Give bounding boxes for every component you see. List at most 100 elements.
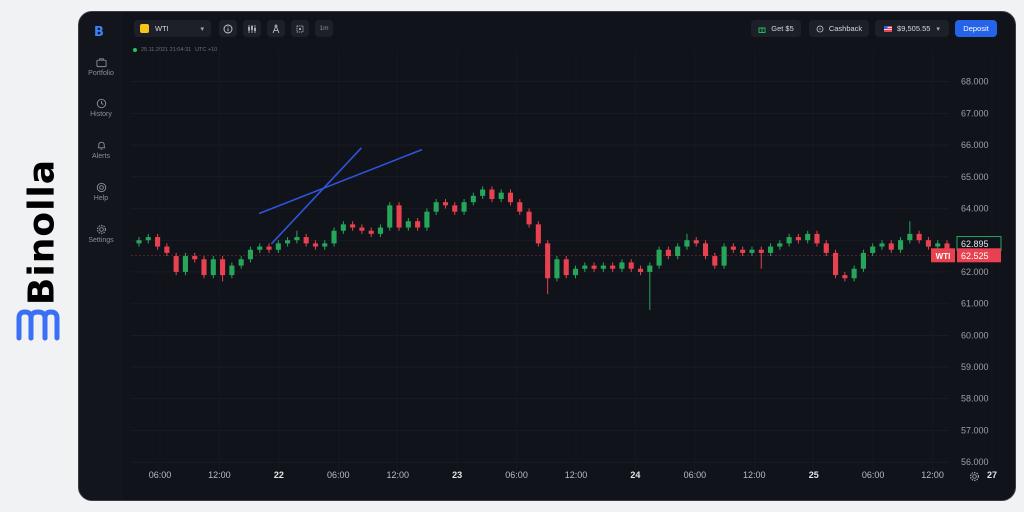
candle-body — [210, 259, 216, 276]
price-tick-label: 58.000 — [961, 394, 989, 404]
candle-body — [832, 252, 839, 276]
current-asset-label: WTI — [936, 252, 951, 261]
sidebar-item-label: Help — [93, 195, 109, 202]
deposit-button[interactable]: Deposit — [955, 20, 997, 37]
sidebar-item-alerts[interactable]: Alerts — [79, 140, 123, 160]
gift-icon — [758, 27, 766, 33]
candle-body — [442, 202, 449, 206]
candle-body — [814, 233, 820, 244]
candle-body — [879, 243, 885, 247]
clock-icon — [96, 98, 106, 109]
time-tick-label: 12:00 — [386, 470, 409, 480]
candle-body — [730, 246, 736, 250]
candle-body — [377, 227, 384, 234]
candle-body — [935, 243, 941, 247]
price-tick-label: 68.000 — [961, 77, 989, 87]
candle-body — [368, 230, 374, 234]
candle-body — [898, 240, 904, 250]
sidebar-item-help[interactable]: Help — [79, 182, 123, 202]
time-tick-label: 12:00 — [743, 470, 766, 480]
candle-body — [350, 224, 356, 228]
candle-body — [712, 256, 718, 266]
get-bonus-button[interactable]: Get $5 — [751, 20, 801, 37]
candle-body — [842, 275, 848, 279]
price-labels: 62.895 WTI 62.525 — [131, 236, 1002, 263]
sidebar-item-label: Alerts — [92, 153, 110, 160]
candle-body — [721, 246, 727, 266]
time-tick-label: 06:00 — [684, 470, 707, 480]
candle-body — [164, 246, 170, 253]
candle-body — [331, 230, 337, 244]
candle-body — [303, 237, 309, 244]
app-logo-icon[interactable]: B — [94, 25, 104, 40]
compass-drawing-icon — [272, 24, 280, 33]
candle-body — [405, 221, 411, 228]
time-tick-label: 27 — [987, 470, 997, 480]
time-tick-label: 06:00 — [327, 470, 350, 480]
chart-info-line: 25.11.2021 21:04:31 UTC +10 — [133, 47, 217, 53]
price-axis: 56.000 57.000 58.000 59.000 60.000 61.000 62.0… — [961, 77, 989, 467]
lifebuoy-icon — [96, 182, 106, 193]
asset-selector[interactable]: WTI ▾ — [134, 20, 211, 37]
candle-body — [702, 243, 709, 257]
chevron-down-icon: ▾ — [200, 25, 204, 33]
drawing-tools-button[interactable] — [267, 20, 285, 37]
candle-body — [312, 243, 319, 247]
sidebar-item-portfolio[interactable]: Portfolio — [79, 57, 123, 77]
balance-value: $9,505.55 — [897, 24, 931, 33]
current-asset-tag — [931, 248, 955, 263]
candle-body — [795, 237, 801, 241]
candle-body — [600, 265, 606, 269]
candle-body — [637, 268, 644, 272]
price-tick-label: 60.000 — [961, 330, 989, 340]
price-chart[interactable]: 56.000 57.000 58.000 59.000 60.000 61.000 62.0… — [123, 46, 1015, 500]
briefcase-icon — [95, 58, 107, 68]
candle-body — [517, 202, 523, 212]
candle-body — [359, 227, 365, 231]
candle-body — [656, 249, 662, 266]
candle-body — [489, 189, 495, 200]
candle-body — [582, 265, 588, 269]
chart-settings-icon[interactable] — [969, 471, 980, 482]
info-button[interactable] — [219, 20, 237, 37]
candle-body — [545, 243, 551, 279]
account-balance-selector[interactable]: $9,505.55 ▾ — [875, 20, 949, 37]
time-tick-label: 06:00 — [862, 470, 885, 480]
candle-body — [275, 243, 281, 250]
refresh-coin-icon — [816, 25, 824, 32]
candle-body — [870, 246, 876, 253]
time-tick-label: 23 — [452, 470, 462, 480]
cashback-label: Cashback — [828, 24, 863, 33]
candle-body — [591, 265, 597, 269]
price-tick-label: 57.000 — [961, 425, 989, 435]
candle-body — [554, 259, 560, 279]
time-tick-label: 24 — [630, 470, 640, 480]
candle-body — [619, 262, 625, 269]
cashback-button[interactable]: Cashback — [809, 20, 869, 37]
sidebar-item-history[interactable]: History — [79, 98, 123, 118]
info-icon — [223, 24, 233, 33]
time-tick-label: 06:00 — [505, 470, 528, 480]
candle-body — [916, 233, 922, 241]
candle-body — [628, 262, 634, 269]
price-tick-label: 56.000 — [961, 457, 989, 467]
candle-body — [257, 246, 263, 250]
candle-body — [860, 252, 866, 269]
candle-body — [767, 246, 774, 253]
candle-body — [480, 189, 486, 196]
time-tick-label: 22 — [274, 470, 284, 480]
candle-body — [285, 240, 291, 244]
chart-type-button[interactable] — [243, 20, 261, 37]
price-tick-label: 62.000 — [961, 267, 989, 277]
candle-body — [851, 268, 857, 279]
candlestick-icon — [248, 24, 256, 33]
indicators-button[interactable] — [291, 20, 309, 37]
chart-grid — [131, 50, 993, 478]
sidebar-item-settings[interactable]: Settings — [79, 224, 123, 244]
candle-body — [684, 240, 690, 247]
gear-icon — [96, 224, 106, 235]
timeframe-selector[interactable]: 1m — [315, 20, 333, 37]
time-tick-label: 12:00 — [565, 470, 588, 480]
candle-body — [526, 211, 532, 225]
candle-body — [786, 237, 792, 244]
